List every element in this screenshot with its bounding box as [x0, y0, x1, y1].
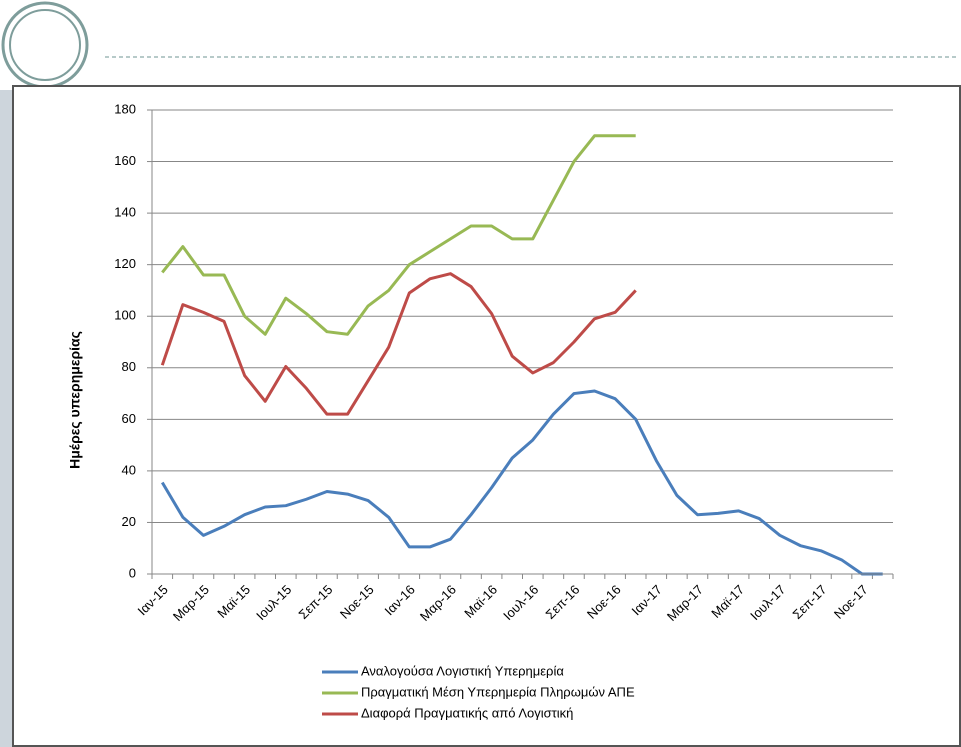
y-tick-label: 60: [122, 411, 136, 426]
y-tick-label: 0: [129, 565, 136, 580]
y-tick-label: 140: [114, 205, 136, 220]
series-line: [160, 272, 637, 416]
y-tick-label: 20: [122, 514, 136, 529]
y-axis-title: Ημέρες υπερημερίας: [67, 331, 83, 469]
series-line: [161, 389, 883, 576]
legend-label: Διαφορά Πραγματικής από Λογιστική: [361, 705, 573, 720]
legend-label: Αναλογούσα Λογιστική Υπερημερία: [361, 663, 564, 678]
deco-circle-inner: [9, 9, 81, 81]
y-tick-label: 80: [122, 359, 136, 374]
y-tick-label: 120: [114, 256, 136, 271]
y-tick-label: 160: [114, 153, 136, 168]
legend-label: Πραγματική Μέση Υπερημερία Πληρωμών ΑΠΕ: [361, 684, 635, 699]
series-line: [161, 134, 636, 336]
y-tick-label: 180: [114, 101, 136, 116]
side-strip: [0, 90, 14, 747]
chart-frame: [12, 85, 961, 747]
y-tick-label: 100: [114, 308, 136, 323]
y-tick-label: 40: [122, 462, 136, 477]
